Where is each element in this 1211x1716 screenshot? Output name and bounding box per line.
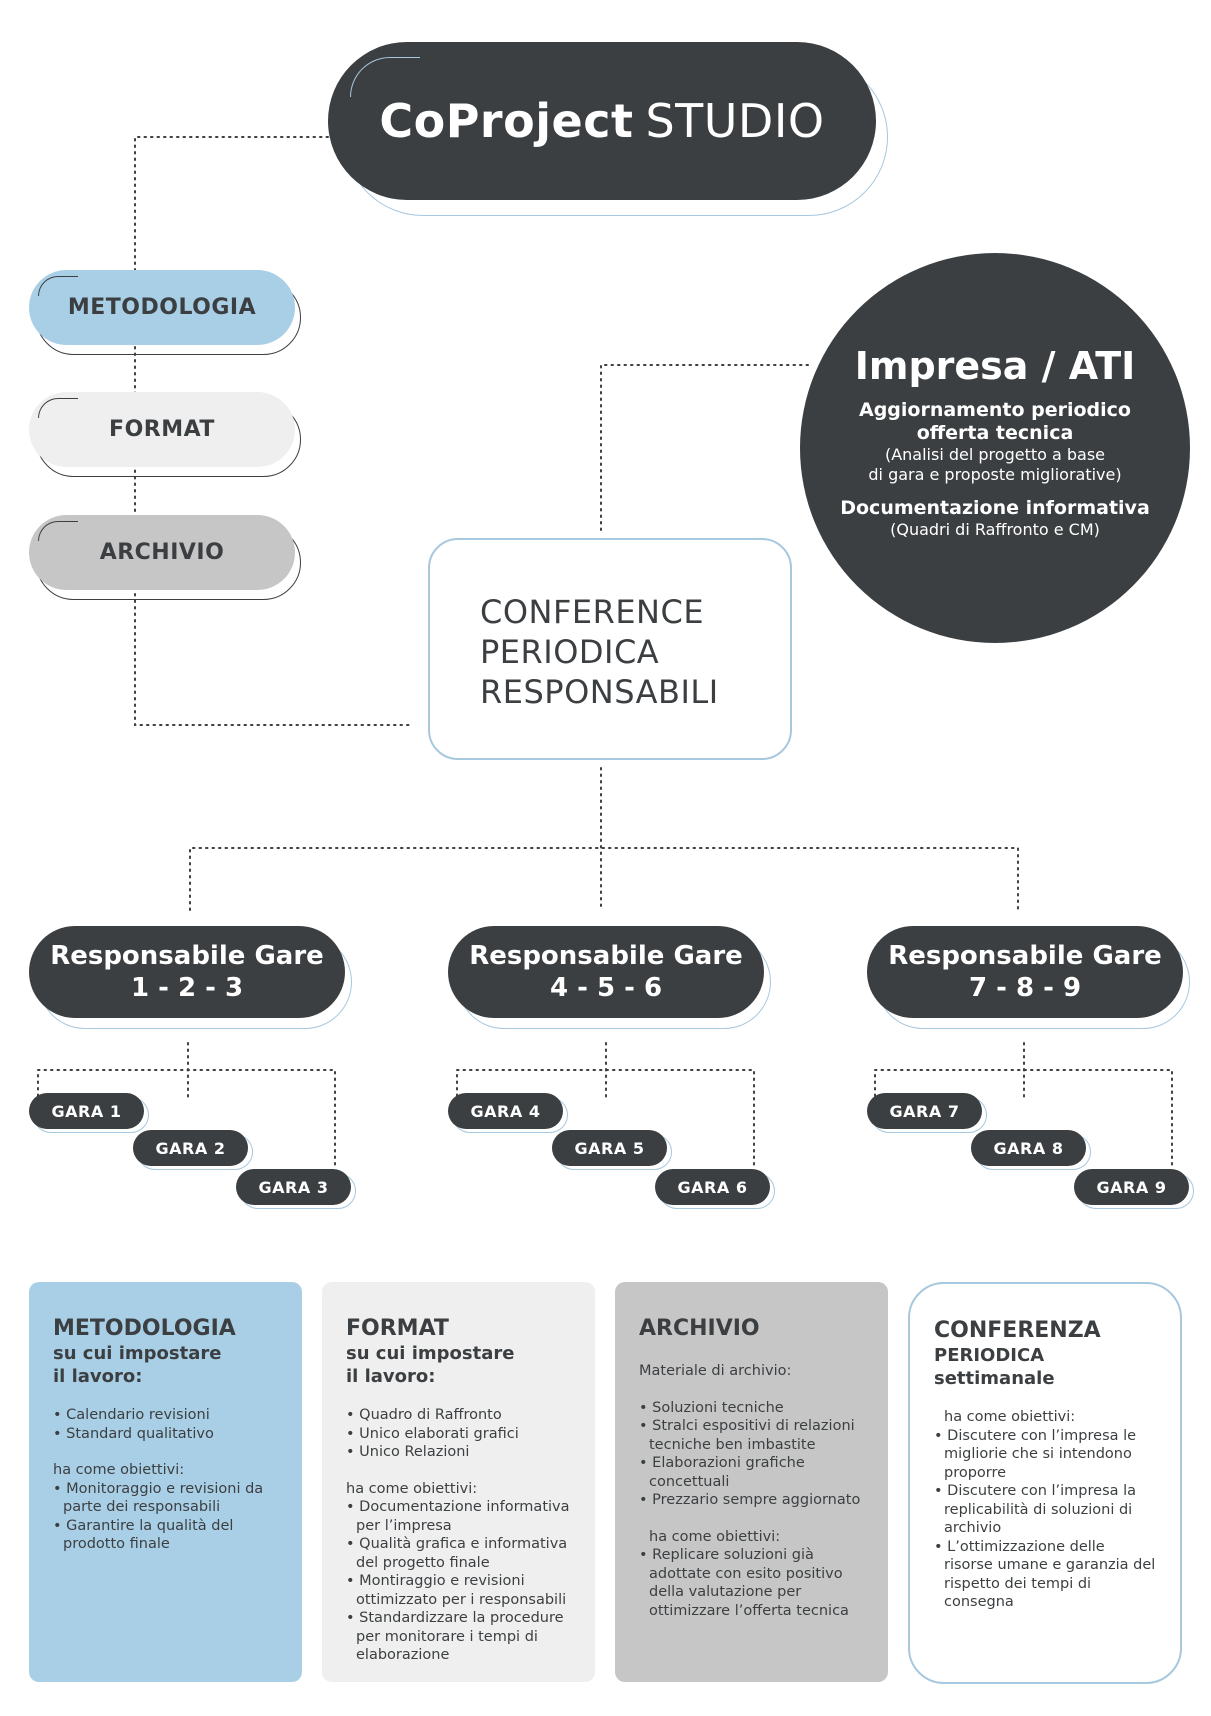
responsabile-label: Responsabile Gare: [888, 941, 1162, 971]
card-title: METODOLOGIA: [53, 1316, 236, 1341]
list-item: Calendario revisioni: [53, 1406, 280, 1425]
card-subtitle: il lavoro:: [53, 1366, 143, 1387]
side-pill-label: ARCHIVIO: [99, 540, 225, 565]
list-item: Stralci espositivi di relazioni tecniche…: [639, 1417, 866, 1454]
gara-8[interactable]: GARA 8: [971, 1130, 1086, 1166]
card-title: FORMAT: [346, 1316, 449, 1341]
gara-label: GARA 1: [51, 1101, 122, 1121]
responsabile-1[interactable]: Responsabile Gare 1 - 2 - 3: [29, 926, 345, 1018]
list-item: Replicare soluzioni già adottate con esi…: [639, 1546, 866, 1620]
gara-7[interactable]: GARA 7: [867, 1093, 982, 1129]
gara-label: GARA 2: [155, 1138, 226, 1158]
gara-label: GARA 6: [677, 1177, 748, 1197]
gara-1[interactable]: GARA 1: [29, 1093, 144, 1129]
responsabile-range: 1 - 2 - 3: [130, 973, 244, 1003]
gara-6[interactable]: GARA 6: [655, 1169, 770, 1205]
card-metodologia: METODOLOGIA su cui impostare il lavoro: …: [29, 1282, 302, 1682]
impresa-item-bold: offerta tecnica: [916, 422, 1074, 444]
impresa-title: Impresa / ATI: [854, 344, 1136, 388]
list-item: Qualità grafica e informativa del proget…: [346, 1535, 573, 1572]
card-subtitle: settimanale: [934, 1368, 1055, 1389]
impresa-circle: Impresa / ATI Aggiornamento periodico of…: [800, 253, 1190, 643]
card-title: ARCHIVIO: [639, 1316, 760, 1341]
card-subtitle: su cui impostare: [53, 1343, 222, 1364]
gara-5[interactable]: GARA 5: [552, 1130, 667, 1166]
list-item: Documentazione informativa per l’impresa: [346, 1498, 573, 1535]
gara-9[interactable]: GARA 9: [1074, 1169, 1189, 1205]
list-item: Quadro di Raffronto: [346, 1406, 573, 1425]
conference-line: PERIODICA: [480, 633, 660, 671]
app-title: CoProject STUDIO: [328, 42, 876, 200]
card-conferenza: CONFERENZA PERIODICA settimanale ha come…: [908, 1282, 1182, 1684]
list-item: Discutere con l’impresa le migliorie che…: [934, 1427, 1158, 1483]
list-item: Standardizzare la procedure per monitora…: [346, 1609, 573, 1665]
list-item: Discutere con l’impresa la replicabilità…: [934, 1482, 1158, 1538]
side-pill-format[interactable]: FORMAT: [29, 392, 295, 467]
gara-label: GARA 7: [889, 1101, 960, 1121]
card-subtitle: il lavoro:: [346, 1366, 436, 1387]
list-item: Soluzioni tecniche: [639, 1399, 866, 1418]
impresa-item-light: di gara e proposte migliorative): [868, 465, 1122, 484]
card-archivio: ARCHIVIO Materiale di archivio: Soluzion…: [615, 1282, 888, 1682]
responsabile-label: Responsabile Gare: [50, 941, 324, 971]
card-title: CONFERENZA: [934, 1318, 1101, 1343]
impresa-item-bold: Aggiornamento periodico: [858, 399, 1131, 421]
gara-label: GARA 5: [574, 1138, 645, 1158]
conference-line: CONFERENCE: [480, 593, 705, 631]
card-subtitle: PERIODICA: [934, 1345, 1045, 1366]
responsabile-3[interactable]: Responsabile Gare 7 - 8 - 9: [867, 926, 1183, 1018]
responsabile-label: Responsabile Gare: [469, 941, 743, 971]
gara-3[interactable]: GARA 3: [236, 1169, 351, 1205]
list-item: Prezzario sempre aggiornato: [639, 1491, 866, 1510]
list-item: Unico elaborati grafici: [346, 1425, 573, 1444]
gara-2[interactable]: GARA 2: [133, 1130, 248, 1166]
impresa-item-light: (Quadri di Raffronto e CM): [890, 520, 1100, 539]
responsabile-range: 7 - 8 - 9: [968, 973, 1082, 1003]
goals-label: ha come obiettivi:: [944, 1409, 1076, 1425]
list-item: Montiraggio e revisioni ottimizzato per …: [346, 1572, 573, 1609]
conference-box: CONFERENCE PERIODICA RESPONSABILI: [428, 538, 792, 760]
gara-label: GARA 4: [470, 1101, 541, 1121]
goals-label: ha come obiettivi:: [649, 1528, 781, 1545]
list-item: Unico Relazioni: [346, 1443, 573, 1462]
gara-label: GARA 9: [1096, 1177, 1167, 1197]
goals-label: ha come obiettivi:: [53, 1462, 185, 1478]
card-subtitle: su cui impostare: [346, 1343, 515, 1364]
list-item: L’ottimizzazione delle risorse umane e g…: [934, 1538, 1158, 1612]
list-item: Garantire la qualità del prodotto finale: [53, 1517, 280, 1554]
responsabile-range: 4 - 5 - 6: [549, 973, 663, 1003]
card-intro: Materiale di archivio:: [639, 1363, 792, 1379]
gara-4[interactable]: GARA 4: [448, 1093, 563, 1129]
side-pill-label: METODOLOGIA: [67, 295, 257, 320]
gara-label: GARA 8: [993, 1138, 1064, 1158]
conference-line: RESPONSABILI: [480, 673, 719, 711]
title-bold: CoProject: [379, 94, 634, 148]
goals-label: ha come obiettivi:: [346, 1480, 478, 1497]
list-item: Elaborazioni grafiche concettuali: [639, 1454, 866, 1491]
card-format: FORMAT su cui impostare il lavoro: Quadr…: [322, 1282, 595, 1682]
list-item: Standard qualitativo: [53, 1425, 280, 1444]
gara-label: GARA 3: [258, 1177, 329, 1197]
list-item: Monitoraggio e revisioni da parte dei re…: [53, 1480, 280, 1517]
responsabile-2[interactable]: Responsabile Gare 4 - 5 - 6: [448, 926, 764, 1018]
title-light: STUDIO: [645, 94, 825, 148]
side-pill-label: FORMAT: [109, 417, 215, 442]
impresa-item-light: (Analisi del progetto a base: [884, 445, 1106, 464]
impresa-item-bold: Documentazione informativa: [840, 497, 1150, 519]
